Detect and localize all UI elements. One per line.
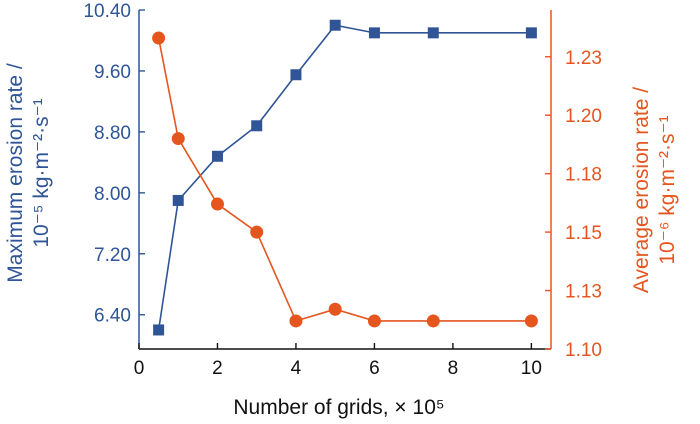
max-erosion-point (368, 27, 380, 39)
right-axis-title: Average erosion rate / 10⁻⁶ kg·m⁻²·s⁻¹ (630, 87, 679, 293)
left-axis-title-line2: 10⁻⁵ kg·m⁻²·s⁻¹ (30, 98, 53, 247)
avg-erosion-point (328, 302, 342, 316)
max-erosion-series-line (157, 24, 532, 331)
max-erosion-point (172, 194, 184, 206)
avg-erosion-point (171, 132, 185, 146)
x-tick-label: 10 (521, 358, 542, 379)
avg-erosion-point (367, 314, 381, 328)
left-tick-label: 8.00 (94, 184, 131, 205)
left-tick-label: 10.40 (83, 1, 131, 22)
right-tick-label: 1.20 (565, 106, 602, 127)
x-tick-label: 4 (291, 358, 302, 379)
right-tick-label: 1.10 (565, 340, 602, 361)
max-erosion-point (251, 120, 263, 132)
left-tick-label: 7.20 (94, 245, 131, 266)
max-erosion-point (290, 69, 302, 81)
max-erosion-point (525, 27, 537, 39)
x-tick-label: 0 (134, 358, 145, 379)
avg-erosion-point (152, 31, 166, 45)
x-tick-label: 2 (212, 358, 223, 379)
left-tick-label: 6.40 (94, 306, 131, 327)
x-axis-title: Number of grids, × 10⁵ (233, 396, 444, 419)
left-tick-label: 8.80 (94, 123, 131, 144)
right-axis-title-line1: Average erosion rate / (630, 87, 653, 293)
right-axis-title-line2: 10⁻⁶ kg·m⁻²·s⁻¹ (656, 115, 679, 264)
left-axis-title-line1: Maximum erosion rate / (4, 63, 27, 283)
max-erosion-point (153, 324, 165, 336)
right-tick-label: 1.18 (565, 165, 602, 186)
avg-erosion-series-line (157, 37, 532, 322)
avg-erosion-point (210, 197, 224, 211)
left-tick-label: 9.60 (94, 62, 131, 83)
max-erosion-point (427, 27, 439, 39)
avg-erosion-point (426, 314, 440, 328)
right-tick-label: 1.23 (565, 48, 602, 69)
right-tick-label: 1.13 (565, 282, 602, 303)
avg-erosion-point (250, 225, 264, 239)
x-tick-label: 6 (369, 358, 380, 379)
right-tick-label: 1.15 (565, 223, 602, 244)
avg-erosion-point (524, 314, 538, 328)
left-axis-title: Maximum erosion rate / 10⁻⁵ kg·m⁻²·s⁻¹ (4, 63, 53, 283)
x-tick-label: 8 (448, 358, 459, 379)
max-erosion-point (329, 19, 341, 31)
avg-erosion-point (289, 314, 303, 328)
max-erosion-point (211, 150, 223, 162)
